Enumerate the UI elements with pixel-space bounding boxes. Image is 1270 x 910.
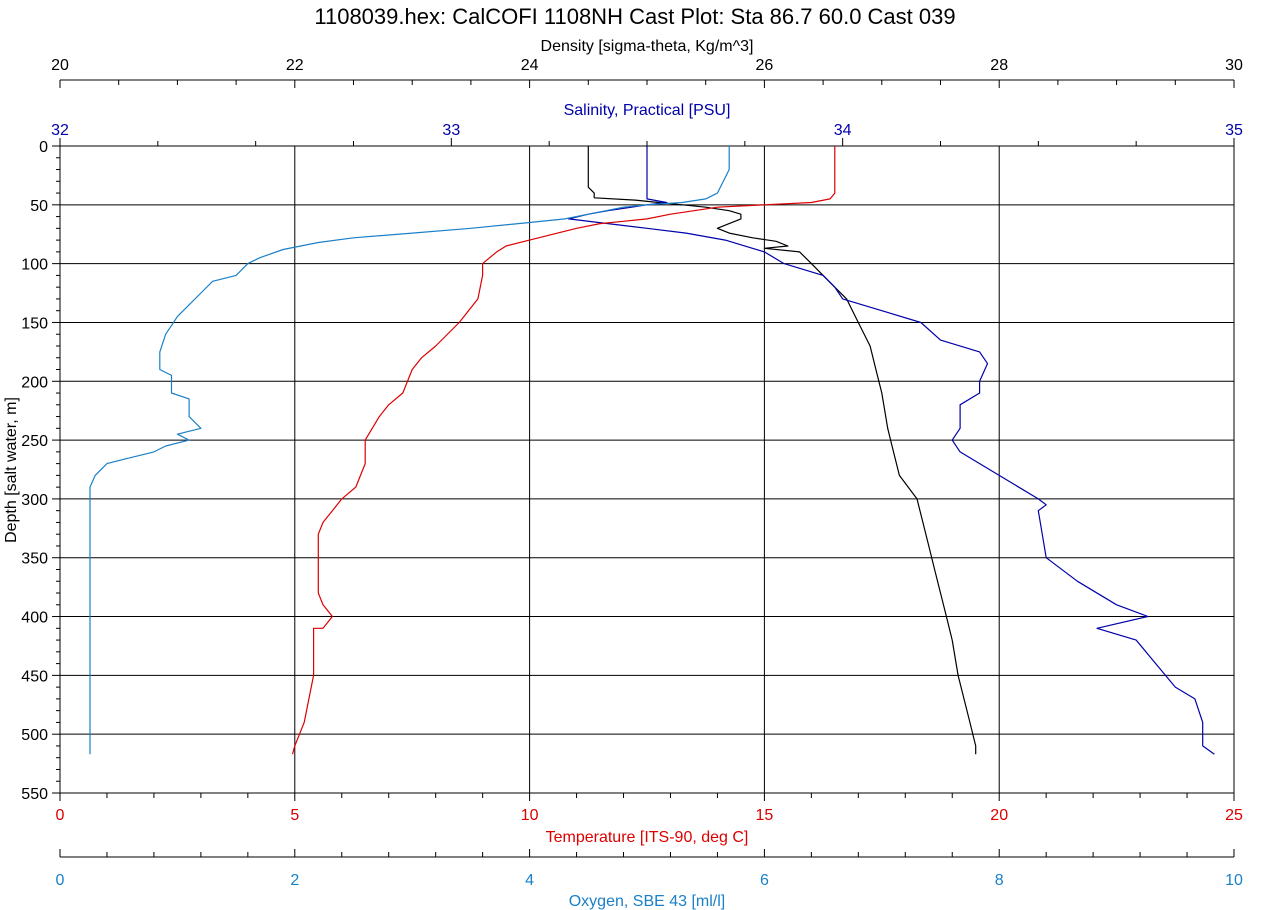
temperature-profile-line xyxy=(291,146,836,755)
depth-tick-label: 450 xyxy=(21,668,48,685)
salinity-tick-label: 35 xyxy=(1225,122,1243,139)
salinity-tick-label: 34 xyxy=(834,122,852,139)
density-profile-line xyxy=(587,146,977,755)
grid-lines xyxy=(59,145,1235,794)
salinity-tick-label: 32 xyxy=(51,122,69,139)
plot-frame xyxy=(59,145,1235,794)
depth-axis: Depth [salt water, m] 0 50 100 150 200 250 300… xyxy=(3,139,60,803)
oxygen-profile-line xyxy=(89,146,730,755)
oxygen-tick-label: 2 xyxy=(290,872,299,889)
depth-tick-label: 50 xyxy=(30,198,48,215)
oxygen-axis-label: Oxygen, SBE 43 [ml/l] xyxy=(569,893,726,910)
oxygen-tick-label: 4 xyxy=(525,872,534,889)
temperature-tick-label: 25 xyxy=(1225,807,1243,824)
depth-tick-label: 300 xyxy=(21,492,48,509)
depth-tick-label: 350 xyxy=(21,551,48,568)
profile-series xyxy=(89,146,1215,755)
salinity-tick-label: 33 xyxy=(442,122,460,139)
depth-tick-label: 250 xyxy=(21,433,48,450)
salinity-axis-label: Salinity, Practical [PSU] xyxy=(564,102,731,119)
density-tick-label: 24 xyxy=(521,57,539,74)
density-tick-label: 22 xyxy=(286,57,304,74)
chart-title: 1108039.hex: CalCOFI 1108NH Cast Plot: S… xyxy=(314,4,955,29)
oxygen-tick-label: 8 xyxy=(995,872,1004,889)
depth-tick-label: 550 xyxy=(21,786,48,803)
density-tick-label: 20 xyxy=(51,57,69,74)
depth-tick-label: 500 xyxy=(21,727,48,744)
depth-tick-label: 400 xyxy=(21,610,48,627)
temperature-axis: Temperature [ITS-90, deg C] 0 5 10 15 20 25 xyxy=(56,793,1243,846)
density-tick-label: 26 xyxy=(756,57,774,74)
salinity-profile-line xyxy=(568,146,1215,755)
oxygen-tick-label: 10 xyxy=(1225,872,1243,889)
density-axis-label: Density [sigma-theta, Kg/m^3] xyxy=(541,38,754,55)
density-axis: Density [sigma-theta, Kg/m^3] 20 22 24 26 28… xyxy=(51,38,1243,88)
temperature-axis-label: Temperature [ITS-90, deg C] xyxy=(546,829,749,846)
oxygen-axis: Oxygen, SBE 43 [ml/l] 0 2 4 6 8 10 xyxy=(56,849,1243,910)
salinity-axis: Salinity, Practical [PSU] 32 33 34 35 xyxy=(51,102,1243,146)
temperature-tick-label: 15 xyxy=(756,807,774,824)
depth-tick-label: 0 xyxy=(39,139,48,156)
density-tick-label: 28 xyxy=(990,57,1008,74)
depth-tick-label: 150 xyxy=(21,315,48,332)
depth-axis-label: Depth [salt water, m] xyxy=(3,397,20,543)
temperature-tick-label: 10 xyxy=(521,807,539,824)
temperature-tick-label: 5 xyxy=(290,807,299,824)
depth-tick-label: 100 xyxy=(21,257,48,274)
oxygen-tick-label: 0 xyxy=(56,872,65,889)
temperature-tick-label: 0 xyxy=(56,807,65,824)
temperature-tick-label: 20 xyxy=(990,807,1008,824)
depth-tick-label: 200 xyxy=(21,374,48,391)
oxygen-tick-label: 6 xyxy=(760,872,769,889)
density-tick-label: 30 xyxy=(1225,57,1243,74)
